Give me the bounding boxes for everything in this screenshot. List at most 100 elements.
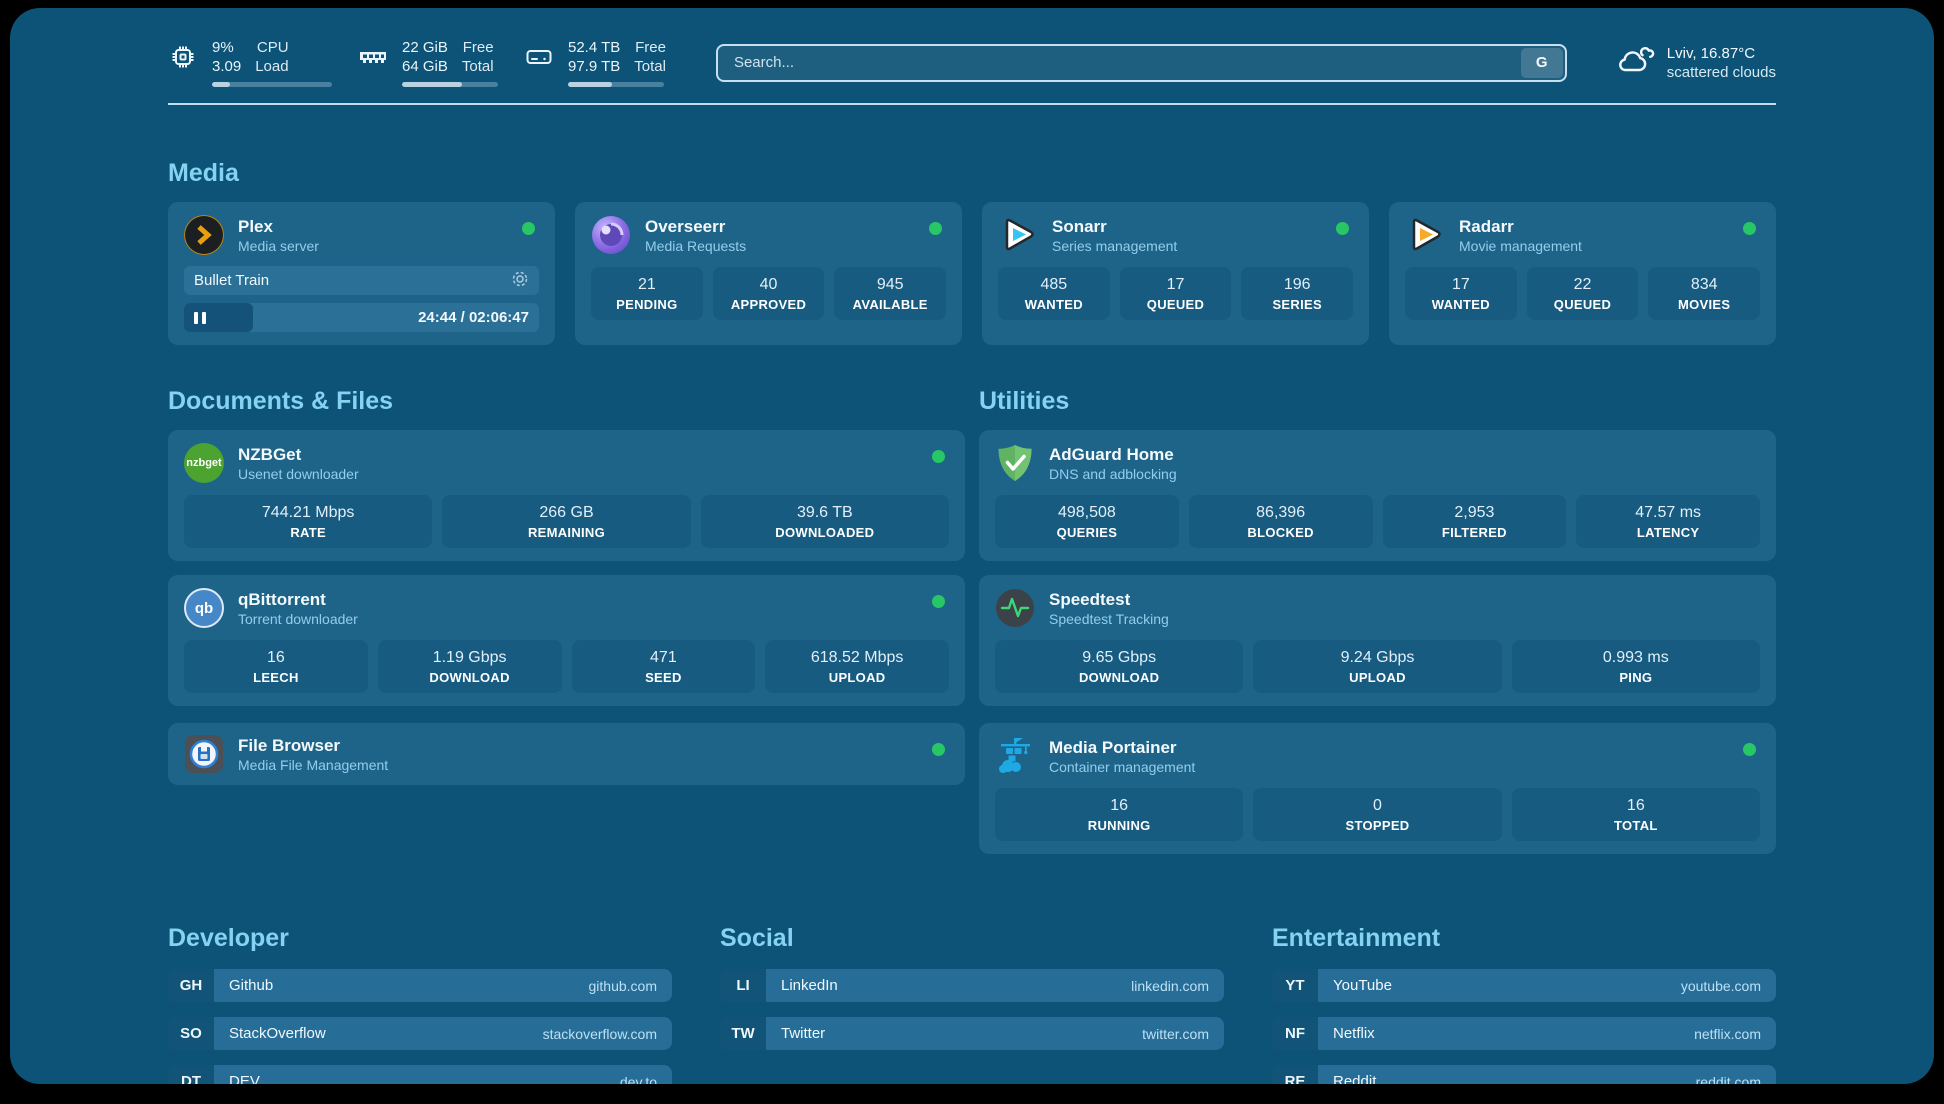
card-nzbget[interactable]: nzbget NZBGet Usenet downloader 744.21 M… — [168, 430, 965, 561]
service-desc: Media server — [238, 237, 319, 254]
bookmark-linkedin[interactable]: LI LinkedIn linkedin.com — [720, 969, 1224, 1002]
playback-time: 24:44 / 02:06:47 — [418, 309, 529, 326]
stat-remaining: 266 GB REMAINING — [442, 495, 691, 548]
service-desc: Container management — [1049, 758, 1196, 775]
memory-total-value: 64 GiB — [402, 58, 448, 75]
stat-leech: 16 LEECH — [184, 640, 368, 693]
stat-queued: 17 QUEUED — [1119, 267, 1232, 320]
service-name: Speedtest — [1049, 589, 1131, 609]
disk-progress-fill — [568, 82, 613, 87]
status-dot — [1743, 222, 1756, 235]
section-title-documents: Documents & Files — [168, 387, 394, 415]
card-filebrowser[interactable]: File Browser Media File Management — [168, 723, 965, 785]
disk-total-label: Total — [634, 58, 666, 75]
cpu-icon — [168, 42, 198, 72]
disk-progress-bar — [568, 82, 664, 87]
card-plex[interactable]: Plex Media server Bullet Train — [168, 202, 555, 345]
bookmark-youtube[interactable]: YT YouTube youtube.com — [1272, 969, 1776, 1002]
card-radarr[interactable]: Radarr Movie management 17 WANTED 22 QUEUE… — [1389, 202, 1776, 345]
stat-latency: 47.57 ms LATENCY — [1576, 495, 1760, 548]
bookmark-url: linkedin.com — [1131, 977, 1209, 994]
stat-movies: 834 MOVIES — [1648, 267, 1761, 320]
dashboard: 9% 3.09 CPU Load — [10, 8, 1934, 1084]
card-portainer[interactable]: Media Portainer Container management 16 R… — [979, 723, 1776, 854]
stat-pending: 21 PENDING — [591, 267, 703, 320]
bookmark-reddit[interactable]: RE Reddit reddit.com — [1272, 1065, 1776, 1084]
playback-progress-row[interactable]: 24:44 / 02:06:47 — [184, 303, 539, 332]
disk-icon — [524, 42, 554, 72]
scattered-clouds-icon — [1615, 43, 1655, 82]
card-qbittorrent[interactable]: qb qBittorrent Torrent downloader 16 LEEC… — [168, 575, 965, 706]
card-overseerr[interactable]: Overseerr Media Requests 21 PENDING 40 APP… — [575, 202, 962, 345]
status-dot — [932, 595, 945, 608]
bookmark-name: StackOverflow — [229, 1025, 326, 1042]
now-playing-row[interactable]: Bullet Train — [184, 266, 539, 295]
card-sonarr[interactable]: Sonarr Series management 485 WANTED 17 QUE… — [982, 202, 1369, 345]
bookmark-name: Reddit — [1333, 1073, 1377, 1084]
weather-widget[interactable]: Lviv, 16.87°C scattered clouds — [1615, 43, 1776, 82]
pause-icon[interactable] — [194, 311, 206, 324]
service-desc: Torrent downloader — [238, 610, 358, 627]
search-input[interactable] — [719, 54, 1521, 71]
service-desc: DNS and adblocking — [1049, 465, 1177, 482]
service-name: Sonarr — [1052, 216, 1107, 236]
bookmark-netflix[interactable]: NF Netflix netflix.com — [1272, 1017, 1776, 1050]
card-adguard[interactable]: AdGuard Home DNS and adblocking 498,508 Q… — [979, 430, 1776, 561]
nzbget-logo-icon: nzbget — [184, 443, 224, 483]
service-desc: Media File Management — [238, 756, 389, 773]
bookmark-name: Netflix — [1333, 1025, 1375, 1042]
card-speedtest[interactable]: Speedtest Speedtest Tracking 9.65 Gbps DO… — [979, 575, 1776, 706]
stat-wanted: 17 WANTED — [1405, 267, 1517, 320]
sonarr-logo-icon — [998, 215, 1038, 255]
bookmark-group-social: Social LI LinkedIn linkedin.com TW Twitt… — [720, 924, 1224, 1084]
bookmark-twitter[interactable]: TW Twitter twitter.com — [720, 1017, 1224, 1050]
stat-stopped: 0 STOPPED — [1253, 788, 1502, 841]
memory-progress-fill — [402, 82, 462, 87]
bookmark-url: twitter.com — [1142, 1025, 1209, 1042]
bookmark-group-developer: Developer GH Github github.com SO StackO… — [168, 924, 672, 1084]
bookmark-stackoverflow[interactable]: SO StackOverflow stackoverflow.com — [168, 1017, 672, 1050]
service-desc: Usenet downloader — [238, 465, 359, 482]
bookmark-abbr: LI — [720, 969, 766, 1002]
status-dot — [1336, 222, 1349, 235]
section-title-media: Media — [168, 159, 239, 187]
qbittorrent-logo-icon: qb — [184, 588, 224, 628]
memory-icon — [358, 42, 388, 72]
service-name: File Browser — [238, 735, 341, 755]
status-dot — [1743, 743, 1756, 756]
search-provider-button[interactable]: G — [1520, 47, 1563, 78]
bookmark-url: dev.to — [619, 1073, 657, 1085]
stat-blocked: 86,396 BLOCKED — [1188, 495, 1373, 548]
now-playing-title: Bullet Train — [194, 272, 270, 289]
portainer-logo-icon — [995, 736, 1035, 776]
bookmark-name: Twitter — [781, 1025, 826, 1042]
stat-queued: 22 QUEUED — [1526, 267, 1639, 320]
stat-download: 9.65 Gbps DOWNLOAD — [995, 640, 1244, 693]
plex-logo-icon — [184, 215, 224, 255]
disk-free-value: 52.4 TB — [568, 39, 621, 56]
bookmark-name: Github — [229, 977, 274, 994]
service-name: Radarr — [1459, 216, 1514, 236]
cpu-progress-bar — [212, 82, 332, 87]
bookmark-url: reddit.com — [1695, 1073, 1761, 1085]
disk-resource: 52.4 TB 97.9 TB Free Total — [524, 38, 666, 87]
memory-progress-bar — [402, 82, 498, 87]
stat-download: 1.19 Gbps DOWNLOAD — [377, 640, 562, 693]
memory-free-value: 22 GiB — [402, 39, 448, 56]
cpu-load-label: Load — [255, 58, 289, 75]
bookmark-github[interactable]: GH Github github.com — [168, 969, 672, 1002]
bookmark-abbr: TW — [720, 1017, 766, 1050]
bookmark-group-entertainment: Entertainment YT YouTube youtube.com NF … — [1272, 924, 1776, 1084]
stat-wanted: 485 WANTED — [998, 267, 1110, 320]
service-name: AdGuard Home — [1049, 444, 1174, 464]
disk-free-label: Free — [635, 39, 666, 56]
filebrowser-logo-icon — [184, 734, 224, 774]
search-bar[interactable]: G — [715, 43, 1567, 82]
session-icon[interactable] — [511, 270, 529, 292]
cpu-usage-value: 9% — [212, 39, 234, 56]
stat-approved: 40 APPROVED — [712, 267, 825, 320]
adguard-logo-icon — [995, 443, 1035, 483]
speedtest-logo-icon — [995, 588, 1035, 628]
bookmark-abbr: NF — [1272, 1017, 1318, 1050]
bookmark-dev[interactable]: DT DEV dev.to — [168, 1065, 672, 1084]
